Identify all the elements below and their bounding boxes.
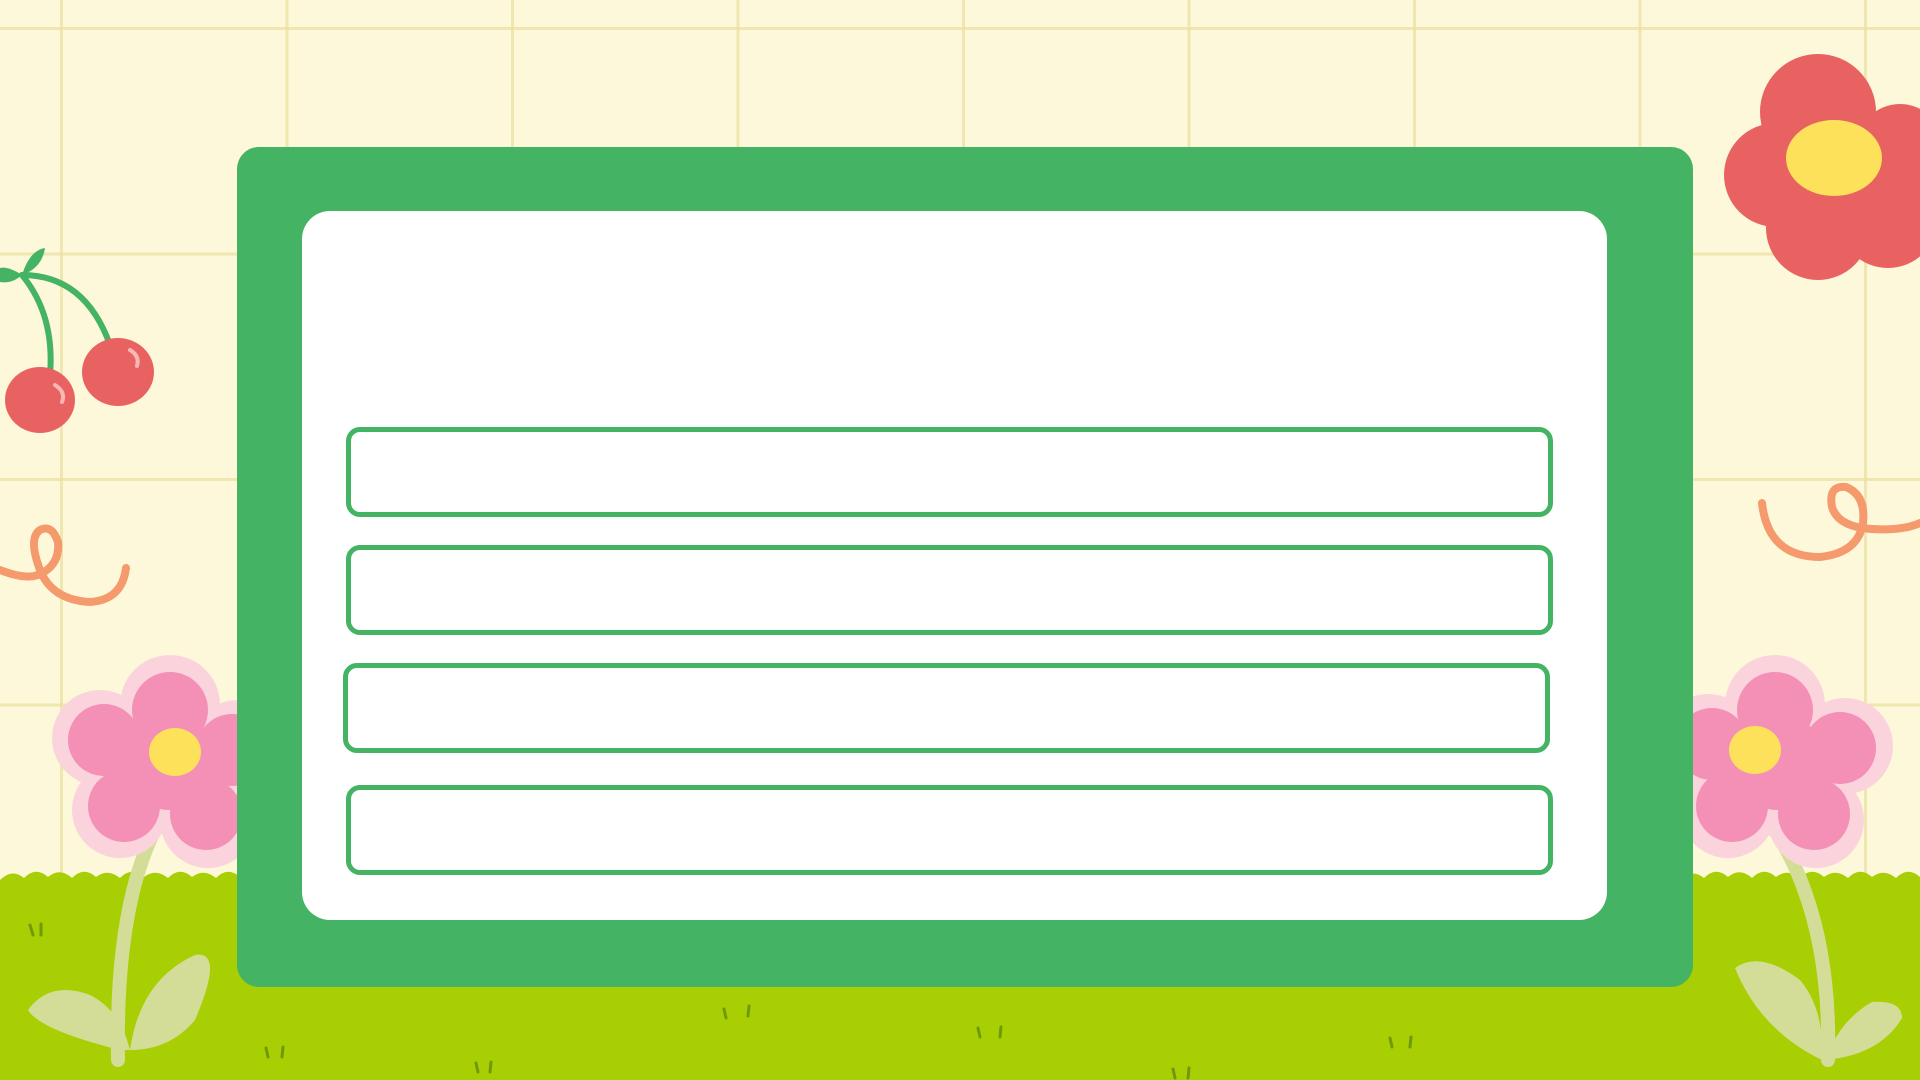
question-title bbox=[342, 251, 1567, 371]
red-flower-icon bbox=[1724, 54, 1920, 280]
pink-flower-icon bbox=[1660, 655, 1902, 1067]
squiggle-icon bbox=[1758, 482, 1920, 562]
grass-tuft-icon bbox=[28, 922, 1413, 1080]
squiggle-icon bbox=[0, 524, 130, 607]
grass-edge bbox=[0, 871, 1920, 902]
cherry-icon bbox=[0, 248, 154, 433]
answer-option-3[interactable] bbox=[343, 663, 1550, 753]
answer-option-1[interactable] bbox=[346, 427, 1553, 517]
answer-option-4[interactable] bbox=[346, 785, 1553, 875]
answer-option-2[interactable] bbox=[346, 545, 1553, 635]
